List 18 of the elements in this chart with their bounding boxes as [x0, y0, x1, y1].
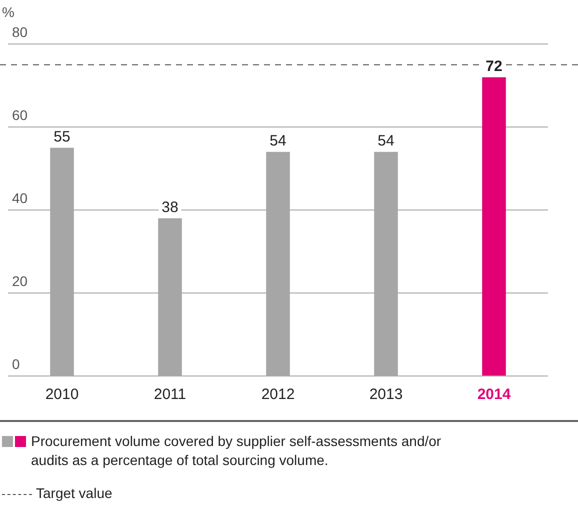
- y-tick-label: 0: [12, 356, 20, 372]
- data-label: 72: [486, 58, 502, 75]
- y-tick-label: 80: [12, 24, 28, 40]
- data-label: 54: [270, 132, 286, 150]
- x-tick-label: 2014: [477, 386, 512, 404]
- y-tick-label: 60: [12, 106, 28, 123]
- x-tick-label: 2013: [369, 386, 403, 404]
- data-label: 38: [162, 198, 178, 216]
- y-tick-label: 20: [12, 272, 28, 289]
- data-label: 55: [54, 128, 70, 146]
- legend-label: Target value: [36, 484, 112, 503]
- y-tick-label: 40: [12, 190, 28, 206]
- data-label: 54: [378, 132, 394, 150]
- legend-label: Procurement volume covered by supplier self-assessments and/or audits as a percentage of total sourcing volume.: [31, 432, 442, 470]
- y-axis-title: %: [2, 4, 14, 20]
- x-tick-label: 2012: [261, 386, 295, 404]
- x-tick-label: 2011: [154, 386, 186, 404]
- x-tick-label: 2010: [45, 386, 79, 404]
